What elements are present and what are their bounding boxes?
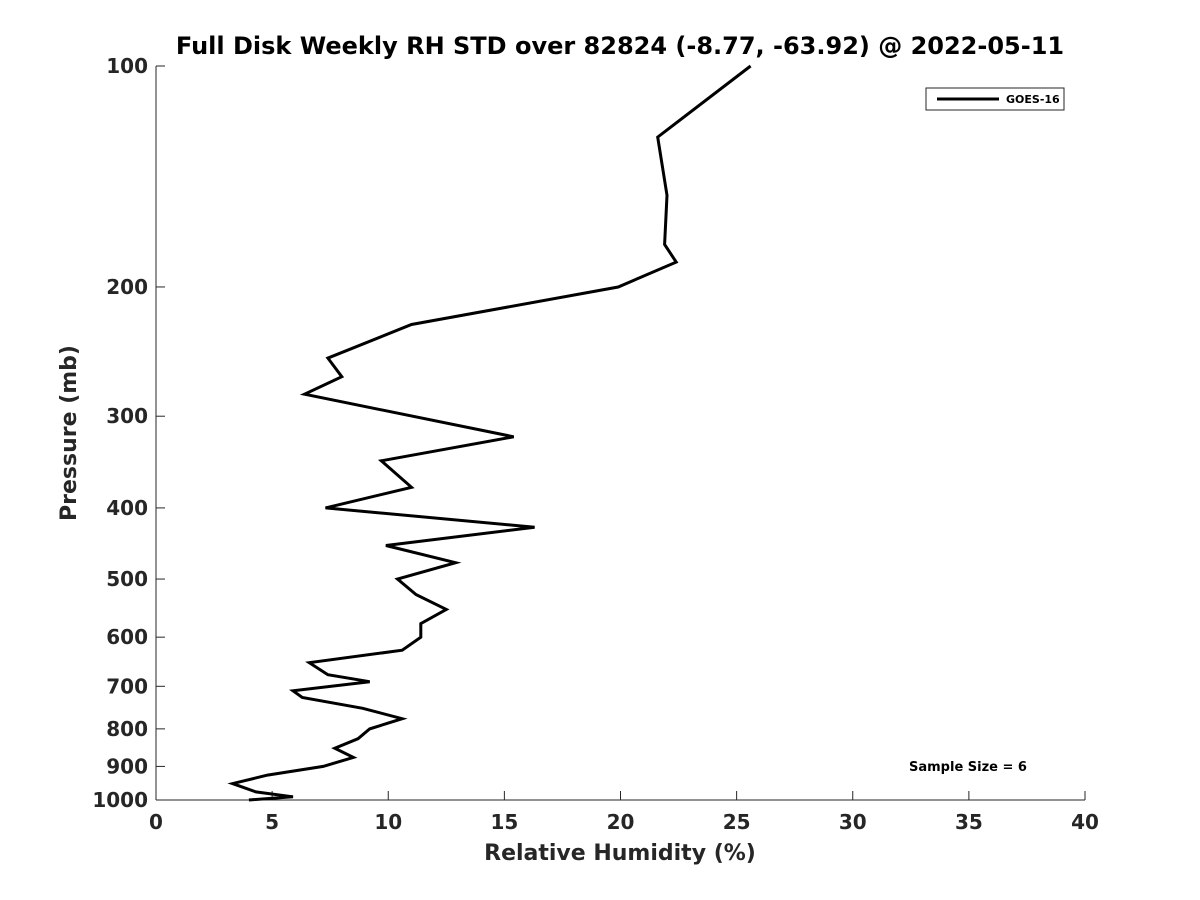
y-tick-label: 500: [106, 567, 148, 591]
x-tick-label: 10: [374, 810, 402, 834]
legend-entry-goes-16: GOES-16: [1006, 93, 1060, 106]
y-ticks: 100 200 300 400 500 600 700 800 900 1000: [92, 54, 165, 812]
x-tick-label: 5: [265, 810, 279, 834]
y-tick-label: 100: [106, 54, 148, 78]
x-tick-label: 15: [490, 810, 518, 834]
x-axis-label: Relative Humidity (%): [484, 841, 756, 866]
y-axis-label: Pressure (mb): [57, 345, 82, 521]
x-tick-label: 35: [955, 810, 983, 834]
x-ticks: 0 5 10 15 20 25 30 35 40: [149, 791, 1099, 834]
y-tick-label: 200: [106, 275, 148, 299]
x-tick-label: 20: [607, 810, 635, 834]
y-tick-label: 400: [106, 496, 148, 520]
x-tick-label: 25: [723, 810, 751, 834]
x-tick-label: 40: [1071, 810, 1099, 834]
chart-title: Full Disk Weekly RH STD over 82824 (-8.7…: [176, 32, 1064, 60]
y-tick-label: 800: [106, 717, 148, 741]
y-tick-label: 300: [106, 404, 148, 428]
x-tick-label: 30: [839, 810, 867, 834]
series-layer: [227, 64, 752, 802]
y-tick-label: 1000: [92, 788, 148, 812]
series-line-goes-16: [227, 64, 752, 802]
legend: GOES-16: [925, 87, 1065, 111]
y-tick-label: 700: [106, 674, 148, 698]
y-tick-label: 900: [106, 754, 148, 778]
x-tick-label: 0: [149, 810, 163, 834]
sample-size-annotation: Sample Size = 6: [909, 760, 1027, 775]
y-tick-label: 600: [106, 625, 148, 649]
